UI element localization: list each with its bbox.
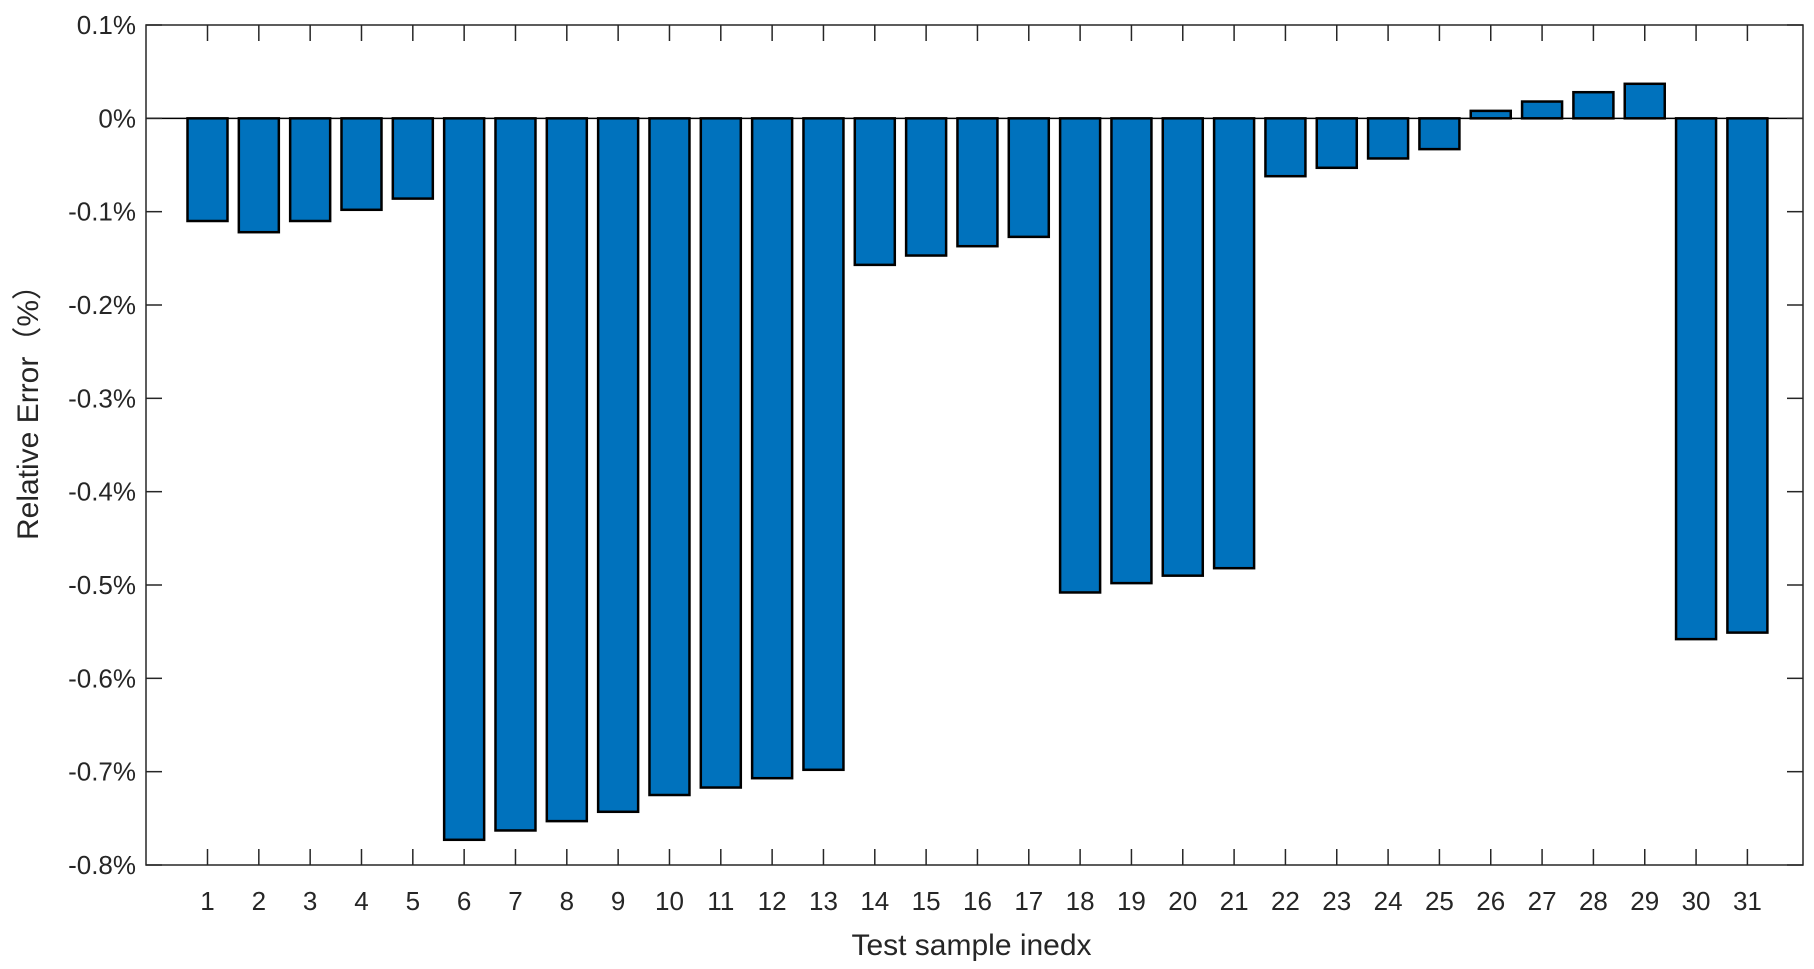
x-tick-label: 7: [508, 886, 522, 916]
bars-group: [186, 82, 1769, 842]
x-tick-label: 3: [303, 886, 317, 916]
bar-9: [596, 117, 640, 814]
y-tick-label: -0.2%: [68, 290, 136, 320]
x-tick-label: 31: [1733, 886, 1762, 916]
bar-15: [904, 117, 948, 257]
bar-30: [1674, 117, 1718, 641]
bar-2: [237, 117, 281, 234]
bar-22: [1264, 117, 1307, 178]
bar-18: [1058, 117, 1102, 594]
x-tick-label: 2: [252, 886, 266, 916]
x-axis-title: Test sample inedx: [851, 929, 1091, 962]
bar-28: [1572, 90, 1615, 120]
x-tick-label: 23: [1322, 886, 1351, 916]
y-tick-label: -0.5%: [68, 570, 136, 600]
x-tick-label: 16: [963, 886, 992, 916]
bar-27: [1520, 100, 1564, 120]
y-tick-label: -0.1%: [68, 197, 136, 227]
bar-5: [391, 117, 435, 200]
x-tick-label: 21: [1220, 886, 1249, 916]
x-tick-label: 30: [1682, 886, 1711, 916]
x-tick-label: 15: [912, 886, 941, 916]
bar-16: [956, 117, 999, 248]
x-axis: 1 2 3 4 5 6 7 8 9 10 11 12 13 14 15 16 17 18 19 20 21 22 23 24 2…: [200, 25, 1762, 916]
bar-4: [340, 117, 383, 212]
bar-13: [802, 117, 845, 772]
bar-1: [186, 117, 229, 223]
x-tick-label: 18: [1066, 886, 1095, 916]
bar-12: [750, 117, 794, 780]
x-tick-label: 1: [200, 886, 214, 916]
bar-17: [1007, 117, 1051, 239]
x-tick-label: 20: [1168, 886, 1197, 916]
bar-31: [1726, 117, 1769, 634]
bar-29: [1623, 82, 1666, 120]
x-tick-label: 26: [1476, 886, 1505, 916]
y-axis: 0.1% 0% -0.1% -0.2% -0.3% -0.4% -0.5% -0.6% -0.7…: [68, 10, 1803, 880]
bar-6: [442, 117, 486, 842]
bar-26: [1469, 109, 1512, 120]
x-tick-label: 4: [354, 886, 368, 916]
bar-7: [494, 117, 537, 832]
bar-8: [545, 117, 589, 823]
x-tick-label: 24: [1374, 886, 1403, 916]
y-tick-label: -0.6%: [68, 663, 136, 693]
x-tick-label: 29: [1630, 886, 1659, 916]
bar-11: [699, 117, 743, 789]
x-tick-label: 17: [1014, 886, 1043, 916]
y-tick-label: 0%: [98, 103, 136, 133]
bar-23: [1315, 117, 1359, 170]
x-tick-label: 28: [1579, 886, 1608, 916]
x-tick-label: 11: [707, 886, 734, 916]
x-tick-label: 14: [860, 886, 889, 916]
x-tick-label: 6: [457, 886, 471, 916]
plot-frame: [145, 24, 1804, 866]
x-tick-label: 22: [1271, 886, 1300, 916]
bar-10: [648, 117, 691, 797]
x-tick-label: 10: [655, 886, 684, 916]
x-tick-label: 25: [1425, 886, 1454, 916]
y-tick-label: -0.8%: [68, 850, 136, 880]
y-axis-title: Relative Error（%）: [12, 270, 45, 540]
x-tick-label: 13: [809, 886, 838, 916]
x-tick-label: 5: [406, 886, 420, 916]
x-tick-label: 19: [1117, 886, 1146, 916]
bar-24: [1366, 117, 1410, 160]
x-tick-label: 12: [758, 886, 787, 916]
y-tick-label: -0.3%: [68, 383, 136, 413]
x-tick-label: 8: [560, 886, 574, 916]
y-tick-label: -0.7%: [68, 757, 136, 787]
bar-21: [1212, 117, 1256, 570]
bar-20: [1161, 117, 1205, 577]
y-tick-label: -0.4%: [68, 477, 136, 507]
x-tick-label: 9: [611, 886, 625, 916]
bar-19: [1110, 117, 1153, 585]
bar-3: [288, 117, 332, 223]
x-tick-label: 27: [1528, 886, 1557, 916]
y-tick-label: 0.1%: [77, 10, 136, 40]
bar-25: [1418, 117, 1461, 151]
bar-14: [853, 117, 897, 267]
